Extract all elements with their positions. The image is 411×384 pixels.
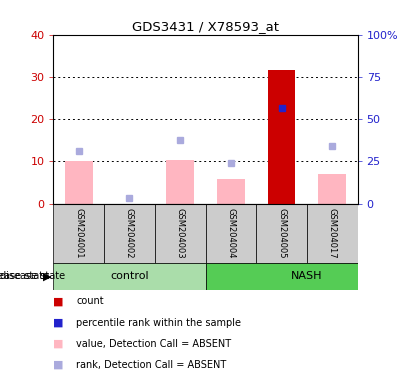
Bar [318, 174, 346, 204]
Bar [217, 179, 245, 204]
Text: ■: ■ [53, 296, 64, 306]
Text: ■: ■ [53, 360, 64, 370]
Text: GSM204017: GSM204017 [328, 208, 337, 258]
Bar [53, 263, 206, 290]
Text: GSM204003: GSM204003 [175, 208, 185, 258]
Text: ▶: ▶ [43, 271, 51, 281]
Title: GDS3431 / X78593_at: GDS3431 / X78593_at [132, 20, 279, 33]
Text: NASH: NASH [291, 271, 323, 281]
Text: control: control [110, 271, 149, 281]
Text: GSM204005: GSM204005 [277, 208, 286, 258]
Bar [65, 161, 93, 204]
Text: count: count [76, 296, 104, 306]
Bar [268, 71, 296, 204]
Bar [307, 204, 358, 263]
Text: GSM204004: GSM204004 [226, 208, 236, 258]
Text: disease state: disease state [0, 271, 49, 281]
Text: GSM204002: GSM204002 [125, 208, 134, 258]
Bar [206, 263, 358, 290]
Text: GSM204001: GSM204001 [74, 208, 83, 258]
Bar [206, 204, 256, 263]
Text: disease state: disease state [0, 271, 65, 281]
Bar [256, 204, 307, 263]
Bar [104, 204, 155, 263]
Bar [166, 161, 194, 204]
Text: ■: ■ [53, 318, 64, 328]
Bar [155, 204, 206, 263]
Text: value, Detection Call = ABSENT: value, Detection Call = ABSENT [76, 339, 231, 349]
Text: ■: ■ [53, 339, 64, 349]
Text: percentile rank within the sample: percentile rank within the sample [76, 318, 241, 328]
Text: rank, Detection Call = ABSENT: rank, Detection Call = ABSENT [76, 360, 226, 370]
Bar [53, 204, 104, 263]
